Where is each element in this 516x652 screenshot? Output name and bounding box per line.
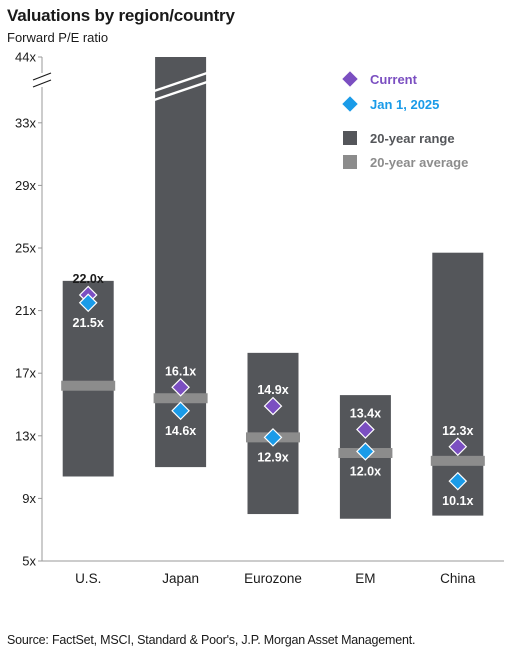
valuation-chart: 5x 9x 13x 17x 21x 25x 29x 33x 44x U.S. Japan Eurozo…: [15, 50, 504, 586]
jan-2025-value-label: 14.6x: [165, 424, 196, 438]
legend-jan-label: Jan 1, 2025: [370, 97, 439, 112]
jan-2025-marker: [78, 293, 98, 313]
chart-title: Valuations by region/country: [7, 6, 235, 25]
range-bar: [432, 252, 484, 516]
chart-subtitle: Forward P/E ratio: [7, 30, 109, 45]
x-category-label: Eurozone: [244, 571, 302, 586]
y-tick-label: 17x: [15, 366, 36, 381]
legend-range-label: 20-year range: [370, 131, 455, 146]
current-marker: [171, 377, 190, 397]
legend-current-label: Current: [370, 72, 418, 87]
average-marker: [61, 380, 116, 391]
legend-current-swatch: [340, 69, 360, 89]
jan-2025-marker: [263, 428, 283, 447]
jan-2025-value-label: 21.5x: [73, 316, 104, 330]
current-value-label: 16.1x: [165, 364, 196, 378]
jan-2025-marker: [448, 471, 468, 491]
x-category-label: China: [440, 571, 476, 586]
source-note: Source: FactSet, MSCI, Standard & Poor's…: [7, 633, 416, 647]
y-tick-label: 5x: [22, 554, 36, 569]
current-value-label: 22.0x: [73, 272, 104, 286]
x-category-label: EM: [355, 571, 375, 586]
current-value-label: 14.9x: [257, 383, 288, 397]
x-category-label: U.S.: [75, 571, 101, 586]
y-tick-label: 21x: [15, 303, 36, 318]
bar-break-mark: [153, 80, 208, 102]
legend-average-label: 20-year average: [370, 155, 468, 170]
jan-2025-value-label: 10.1x: [442, 494, 473, 508]
legend-average-swatch: [343, 155, 357, 169]
current-value-label: 12.3x: [442, 424, 473, 438]
axis-break-gap: [34, 73, 50, 87]
legend-range-swatch: [343, 131, 357, 145]
y-tick-label: 13x: [15, 428, 36, 443]
jan-2025-value-label: 12.9x: [257, 450, 288, 464]
y-tick-label: 44x: [15, 50, 36, 65]
jan-2025-marker: [171, 401, 190, 421]
y-tick-label: 9x: [22, 491, 36, 506]
jan-2025-marker: [356, 442, 375, 461]
legend-jan-swatch: [340, 94, 360, 114]
current-marker: [356, 420, 375, 439]
average-marker: [153, 393, 208, 404]
axis-break-mark: [32, 79, 52, 88]
current-value-label: 13.4x: [350, 407, 381, 421]
jan-2025-value-label: 12.0x: [350, 464, 381, 478]
average-marker: [430, 455, 485, 466]
bar-break-mark: [153, 71, 208, 93]
y-tick-label: 29x: [15, 178, 36, 193]
y-tick-label: 33x: [15, 115, 36, 130]
y-tick-label: 25x: [15, 241, 36, 256]
current-marker: [448, 437, 468, 457]
x-category-label: Japan: [162, 571, 199, 586]
axis-break-mark: [32, 72, 52, 81]
current-marker: [263, 396, 283, 416]
range-bar: [62, 280, 114, 477]
